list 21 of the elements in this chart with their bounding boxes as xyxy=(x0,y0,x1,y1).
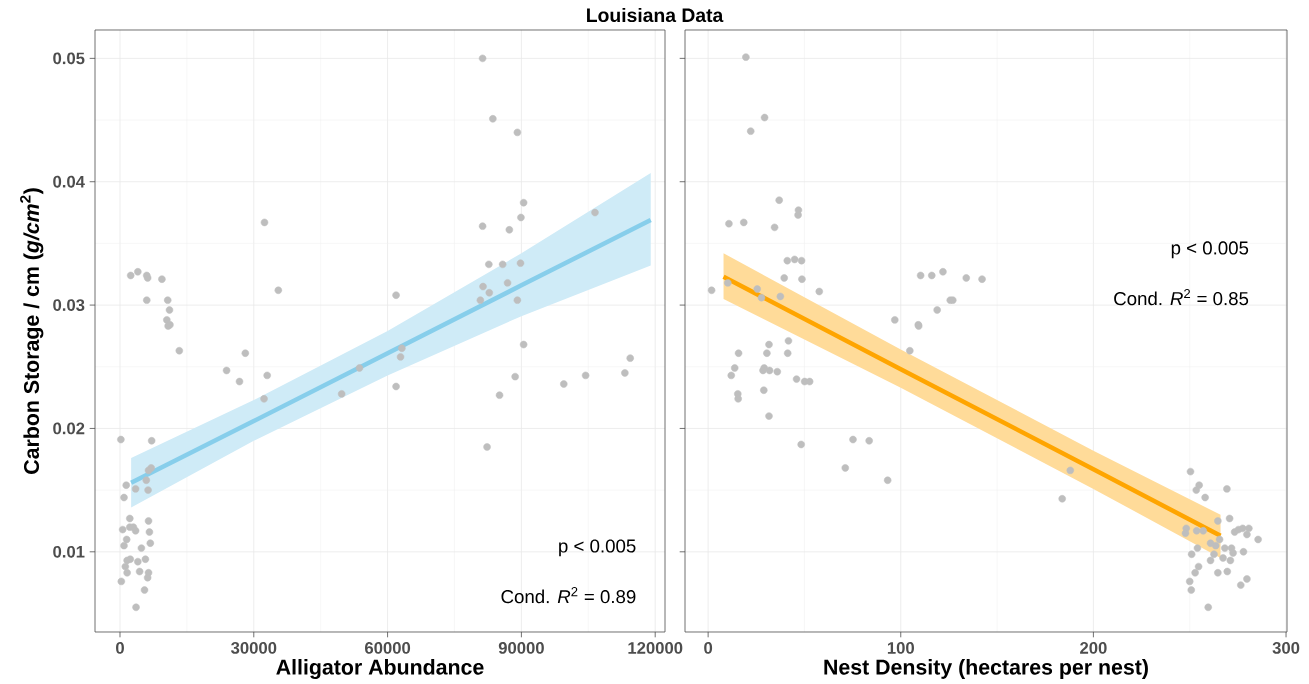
x-tick-label: 300 xyxy=(1272,642,1300,654)
x-tick-label: 0 xyxy=(704,642,713,654)
x-axis-title: Alligator Abundance xyxy=(276,659,484,679)
x-tick-label: 120000 xyxy=(628,642,683,654)
y-tick-label: 0.01 xyxy=(53,545,85,558)
y-tick-label: 0.04 xyxy=(53,175,85,188)
y-tick-label: 0.03 xyxy=(53,299,85,311)
y-tick-label: 0.02 xyxy=(53,422,85,435)
y-tick-label: 0.05 xyxy=(53,52,85,65)
x-tick-label: 30000 xyxy=(230,642,277,654)
x-tick-label: 200 xyxy=(1080,642,1107,654)
annotation: Cond. R$^{2}$ = 0.85 xyxy=(1114,288,1249,306)
annotation: p < 0.005 xyxy=(1171,241,1249,259)
x-tick-label: 100 xyxy=(887,642,914,654)
x-tick-label: 60000 xyxy=(365,642,411,654)
annotation: p < 0.005 xyxy=(559,539,636,557)
x-tick-label: 0 xyxy=(116,642,124,654)
chart-title: Louisiana Data xyxy=(587,7,724,23)
x-axis-title: Nest Density (hectares per nest) xyxy=(824,659,1148,679)
annotation: Cond. R$^{2}$ = 0.89 xyxy=(501,587,636,604)
x-tick-label: 90000 xyxy=(498,642,544,654)
